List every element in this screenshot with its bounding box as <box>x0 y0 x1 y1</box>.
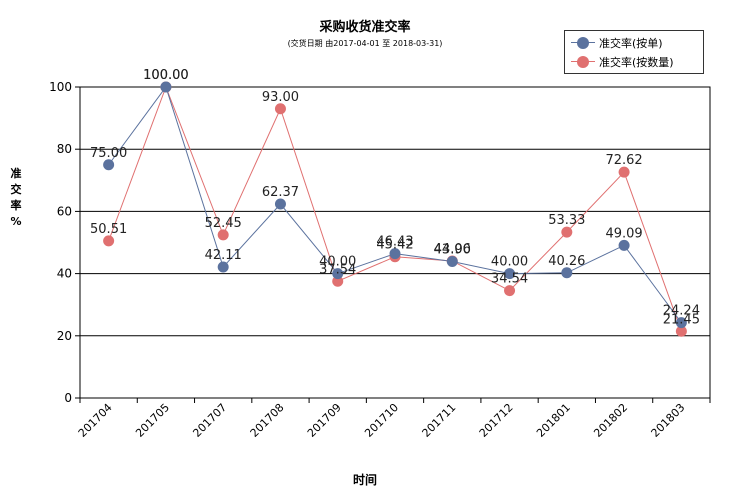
data-label-s1: 72.62 <box>605 153 642 168</box>
data-label-s0: 49.09 <box>605 226 642 241</box>
legend-marker-by-order <box>571 37 595 49</box>
data-label-s1: 21.45 <box>663 312 700 327</box>
y-tick-label: 80 <box>57 142 72 156</box>
legend-label-by-quantity: 准交率(按数量) <box>599 56 674 69</box>
series-line-1 <box>108 85 682 332</box>
data-point-s0 <box>446 255 458 267</box>
data-point-s0 <box>332 268 344 280</box>
legend-label-by-order: 准交率(按单) <box>599 37 663 50</box>
data-point-s1 <box>561 226 573 238</box>
y-axis-label-text: 准交率% <box>10 167 22 228</box>
y-tick-label: 0 <box>64 391 72 405</box>
data-label-s1: 37.54 <box>319 262 356 277</box>
legend: 准交率(按单) 准交率(按数量) <box>564 30 704 74</box>
data-label-s1: 53.33 <box>548 213 585 228</box>
y-tick-label: 40 <box>57 267 72 281</box>
series-line-0 <box>108 85 682 323</box>
x-tick-label: 201709 <box>305 401 344 440</box>
data-label-s1: 34.54 <box>491 272 528 287</box>
data-point-s0 <box>561 267 573 279</box>
data-point-s0 <box>103 159 115 171</box>
data-point-s1 <box>618 166 630 178</box>
x-tick-label: 201712 <box>477 401 516 440</box>
data-label-s1: 93.00 <box>262 90 299 105</box>
x-tick-label: 201704 <box>76 401 115 440</box>
data-label-s0: 42.11 <box>205 248 242 263</box>
data-label-s0: 24.24 <box>663 304 700 319</box>
data-point-s1 <box>332 275 344 287</box>
data-point-s0 <box>389 248 401 260</box>
y-tick-label: 100 <box>49 80 72 94</box>
chart-title: 采购收货准交率 <box>319 20 411 35</box>
data-point-s1 <box>675 325 687 337</box>
data-point-s1 <box>217 229 229 241</box>
data-point-s0 <box>618 239 630 251</box>
data-label-s1: 50.51 <box>90 222 127 237</box>
data-label-s0: 62.37 <box>262 185 299 200</box>
data-label-s0: 40.26 <box>548 254 585 269</box>
data-point-s0 <box>504 268 516 280</box>
x-tick-label: 201803 <box>649 401 688 440</box>
x-tick-label: 201708 <box>248 401 287 440</box>
data-point-s0 <box>274 198 286 210</box>
y-tick-label: 60 <box>57 204 72 218</box>
data-point-s0 <box>160 81 172 93</box>
x-tick-label: 201802 <box>591 401 630 440</box>
plot-area <box>79 86 711 399</box>
data-label-s1: 44.06 <box>434 242 471 257</box>
data-label-s0: 75.00 <box>90 146 127 161</box>
legend-item-by-quantity: 准交率(按数量) <box>571 53 674 71</box>
x-tick-label: 201710 <box>362 401 401 440</box>
data-point-s1 <box>274 103 286 115</box>
data-point-s0 <box>675 317 687 329</box>
y-axis-label: 准交率% <box>8 166 24 230</box>
x-tick-label: 201707 <box>190 401 229 440</box>
x-axis-label: 时间 <box>352 473 377 487</box>
legend-item-by-order: 准交率(按单) <box>571 34 663 52</box>
data-label-s0: 40.00 <box>491 255 528 270</box>
legend-marker-by-quantity <box>571 56 595 68</box>
data-label-s0: 100.00 <box>143 68 189 83</box>
x-tick-label: 201705 <box>133 401 172 440</box>
data-point-s1 <box>504 285 516 297</box>
x-tick-label: 201711 <box>420 401 459 440</box>
data-label-s1: 52.45 <box>205 216 242 231</box>
data-label-s0: 40.00 <box>319 255 356 270</box>
data-label-s0: 43.90 <box>434 242 471 257</box>
data-point-s0 <box>217 261 229 273</box>
data-label-s1: 45.42 <box>376 238 413 253</box>
data-point-s1 <box>103 235 115 247</box>
y-tick-label: 20 <box>57 329 72 343</box>
data-label-s0: 46.43 <box>376 235 413 250</box>
x-tick-label: 201801 <box>534 401 573 440</box>
data-label-s1: 100.00 <box>143 68 189 83</box>
chart-subtitle: (交货日期 由2017-04-01 至 2018-03-31) <box>287 39 443 48</box>
